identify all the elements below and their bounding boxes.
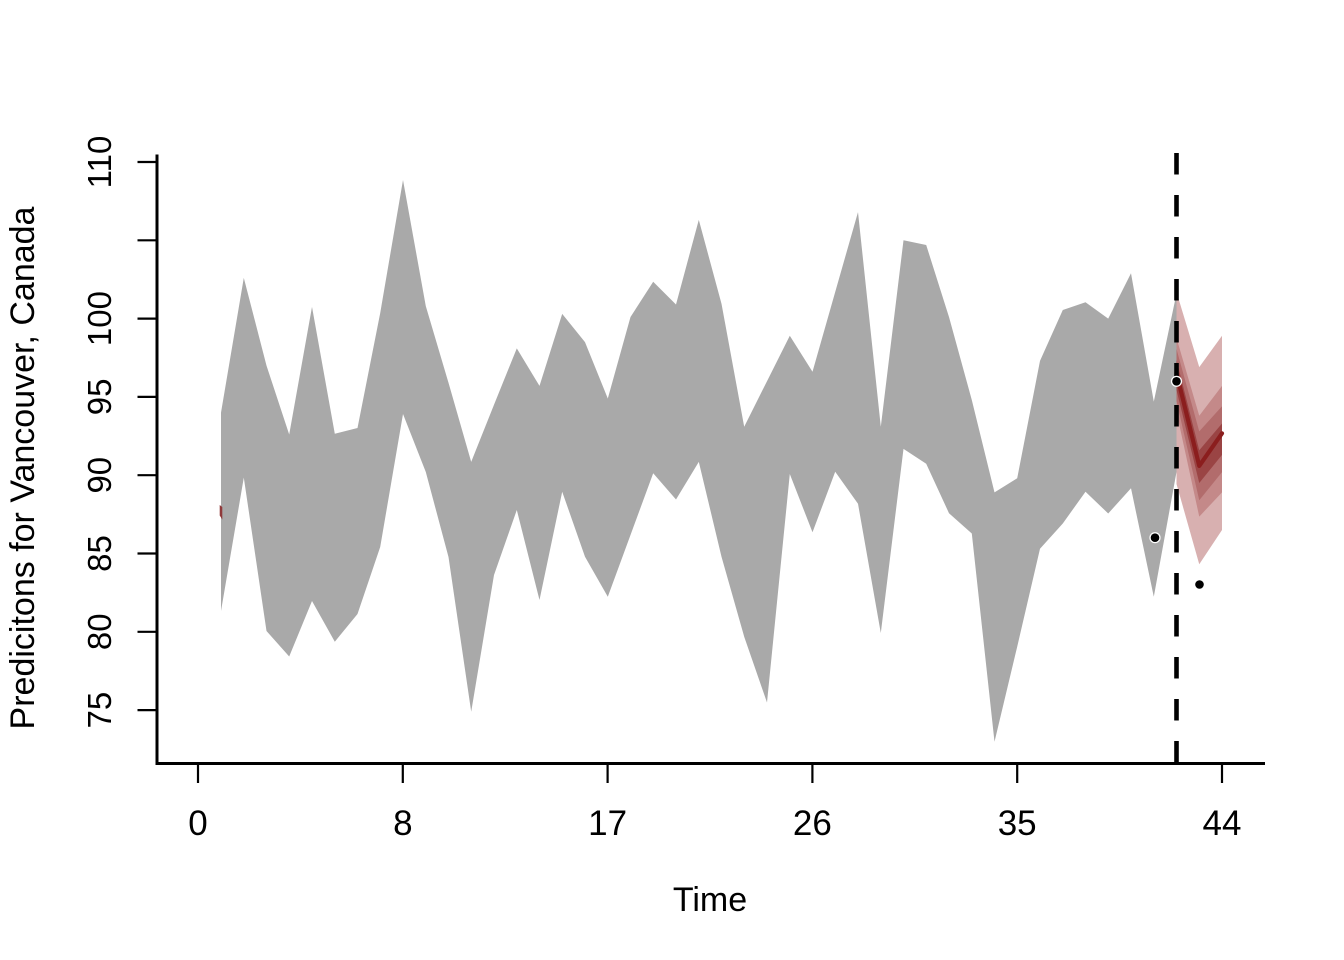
svg-text:26: 26 [793,804,832,843]
svg-text:44: 44 [1203,804,1242,843]
svg-text:95: 95 [81,379,118,416]
svg-text:Time: Time [673,881,747,919]
svg-text:100: 100 [81,291,118,346]
svg-text:90: 90 [81,457,118,494]
svg-text:8: 8 [393,804,412,843]
svg-text:75: 75 [81,692,118,729]
svg-text:0: 0 [188,804,207,843]
svg-text:110: 110 [81,136,118,189]
svg-text:17: 17 [588,804,627,843]
svg-text:35: 35 [998,804,1037,843]
svg-text:Predicitons for Vancouver, Can: Predicitons for Vancouver, Canada [4,206,42,729]
svg-text:85: 85 [81,535,118,572]
svg-text:80: 80 [81,613,118,650]
